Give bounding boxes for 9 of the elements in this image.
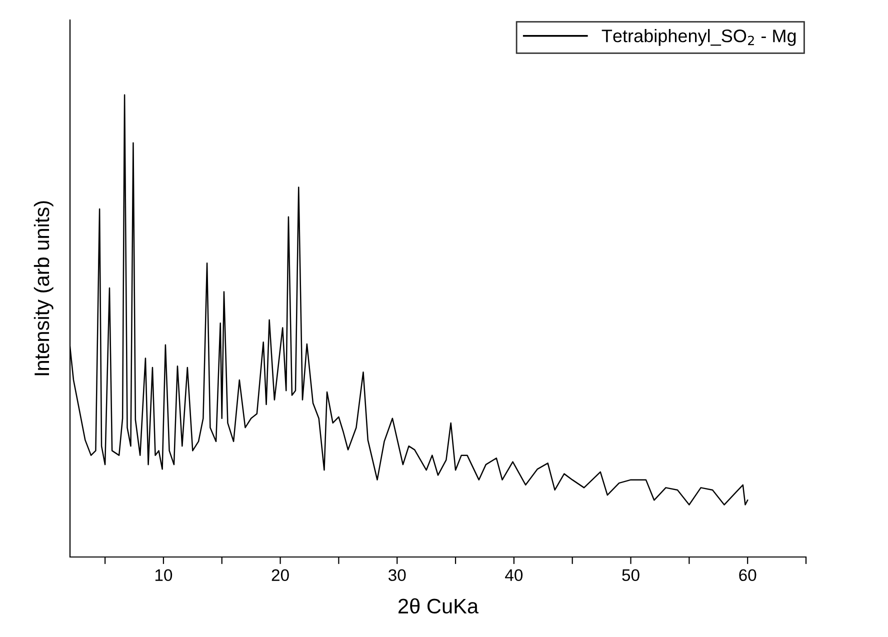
- x-tick-label: 50: [622, 569, 640, 582]
- x-tick-label: 20: [272, 569, 289, 582]
- x-tick-label: 10: [155, 569, 172, 582]
- legend-label: Tetrabiphenyl_SO$_{2}$ - Mg: [602, 29, 796, 46]
- x-tick-label: 60: [739, 569, 756, 582]
- x-axis-title: 2θ CuKa: [398, 598, 479, 614]
- y-axis-title: Intensity (arb units): [34, 201, 54, 376]
- x-tick-label: 30: [388, 569, 406, 582]
- x-tick-label: 40: [505, 569, 523, 582]
